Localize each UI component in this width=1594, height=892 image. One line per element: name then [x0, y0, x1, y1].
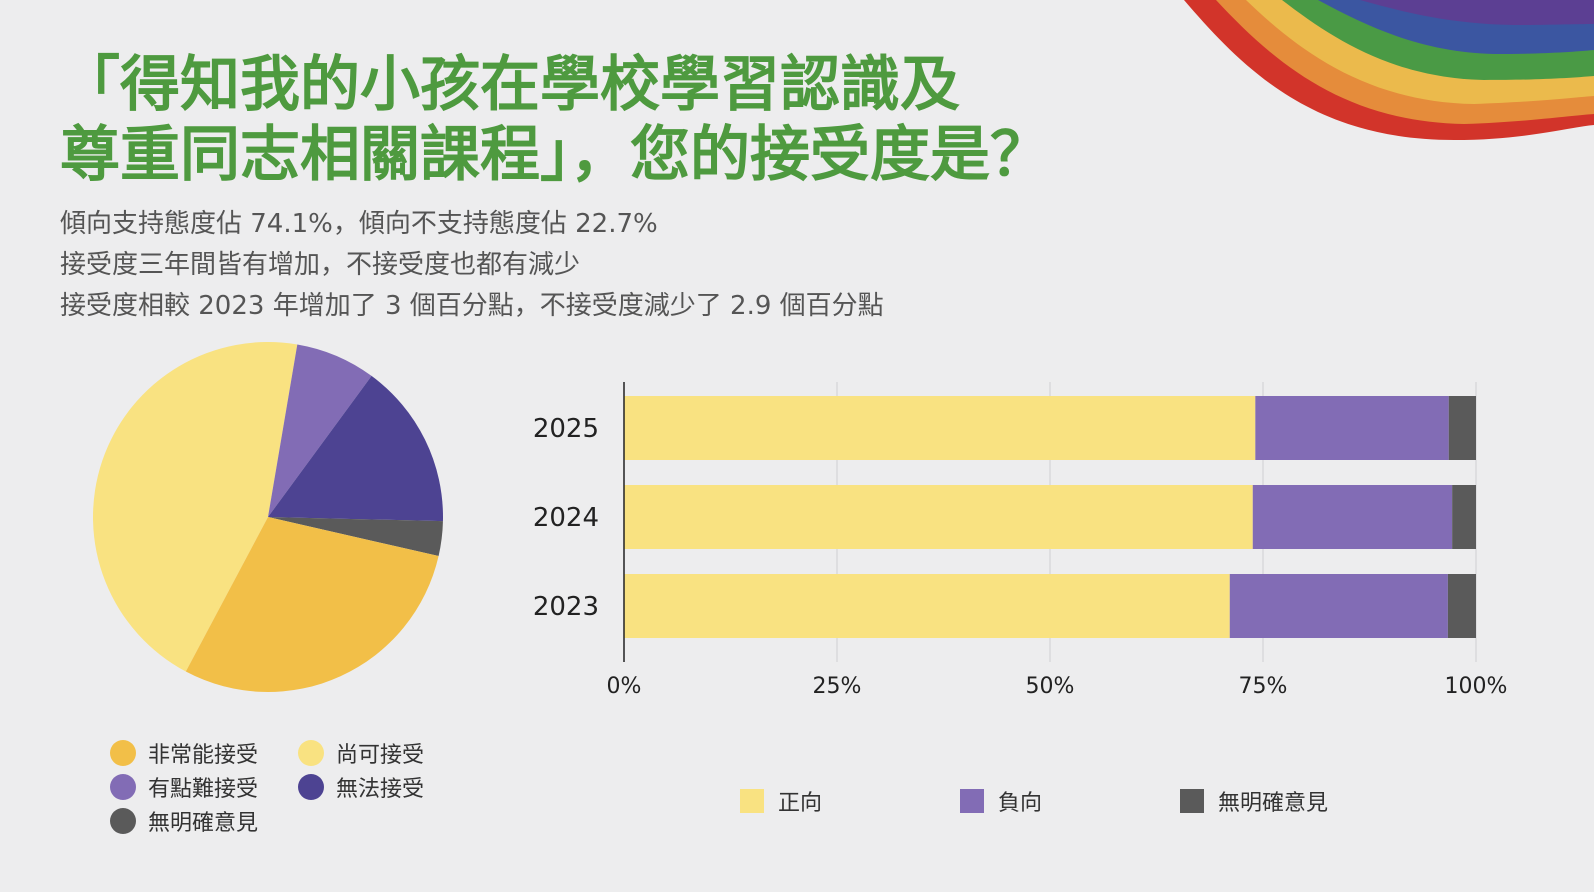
bar-legend-item: 正向: [740, 786, 822, 816]
rainbow-decoration: [1184, 0, 1594, 140]
title-line-2: 尊重同志相關課程」，您的接受度是？: [60, 120, 1050, 190]
summary-line-1: 傾向支持態度佔 74.1%，傾向不支持態度佔 22.7%: [60, 209, 658, 239]
bar-segment: [624, 574, 1230, 638]
pie-slice: [268, 344, 372, 517]
bar-segment: [1255, 396, 1449, 460]
pie-slice: [185, 517, 439, 692]
y-category-label: 2025: [533, 414, 599, 444]
page-title: 「得知我的小孩在學校學習認識及 尊重同志相關課程」，您的接受度是？: [60, 50, 1050, 190]
bar-segment: [1448, 396, 1476, 460]
x-tick-label: 25%: [813, 674, 862, 699]
pie-legend-item: 無明確意見: [110, 806, 298, 836]
pie-legend: 非常能接受 尚可接受 有點難接受 無法接受 無明確意見: [110, 738, 486, 836]
legend-label: 非常能接受: [148, 743, 259, 768]
pie-legend-item: 無法接受: [298, 772, 486, 802]
y-category-label: 2023: [533, 592, 599, 622]
x-tick-label: 50%: [1026, 674, 1075, 699]
pie-chart: [92, 342, 444, 692]
pie-legend-item: 非常能接受: [110, 738, 298, 768]
pie-slice: [92, 342, 298, 672]
legend-swatch: [298, 774, 324, 800]
legend-swatch: [740, 789, 764, 813]
x-tick-label: 100%: [1445, 674, 1508, 699]
legend-label: 尚可接受: [336, 743, 425, 768]
legend-label: 有點難接受: [148, 777, 259, 802]
x-tick-label: 75%: [1239, 674, 1288, 699]
summary-text: 傾向支持態度佔 74.1%，傾向不支持態度佔 22.7% 接受度三年間皆有增加，…: [60, 204, 884, 327]
summary-line-3: 接受度相較 2023 年增加了 3 個百分點，不接受度減少了 2.9 個百分點: [60, 291, 884, 321]
pie-slice: [268, 517, 443, 557]
legend-swatch: [110, 774, 136, 800]
title-line-1: 「得知我的小孩在學校學習認識及: [60, 50, 960, 120]
legend-label: 無明確意見: [148, 811, 259, 836]
bar-segment: [1252, 485, 1453, 549]
legend-label: 無明確意見: [1218, 791, 1329, 816]
pie-legend-item: 有點難接受: [110, 772, 298, 802]
bar-segment: [1452, 485, 1476, 549]
bar-segment: [1229, 574, 1448, 638]
legend-swatch: [110, 740, 136, 766]
legend-swatch: [960, 789, 984, 813]
bar-segment: [1447, 574, 1476, 638]
legend-label: 負向: [998, 791, 1043, 816]
pie-legend-item: 尚可接受: [298, 738, 486, 768]
bar-legend-item: 無明確意見: [1180, 786, 1328, 816]
legend-label: 正向: [778, 791, 823, 816]
legend-label: 無法接受: [336, 777, 425, 802]
stacked-bar-chart: 0% 25% 50% 75% 100% 2025 2024 2023: [533, 382, 1508, 699]
rainbow-band: [1360, 0, 1594, 25]
legend-swatch: [1180, 789, 1204, 813]
legend-swatch: [298, 740, 324, 766]
legend-swatch: [110, 808, 136, 834]
bar-legend-item: 負向: [960, 786, 1042, 816]
x-tick-label: 0%: [607, 674, 642, 699]
summary-line-2: 接受度三年間皆有增加，不接受度也都有減少: [60, 250, 581, 280]
bar-segment: [624, 485, 1253, 549]
y-category-label: 2024: [533, 503, 599, 533]
bar-segment: [624, 396, 1256, 460]
pie-slice: [268, 375, 444, 522]
